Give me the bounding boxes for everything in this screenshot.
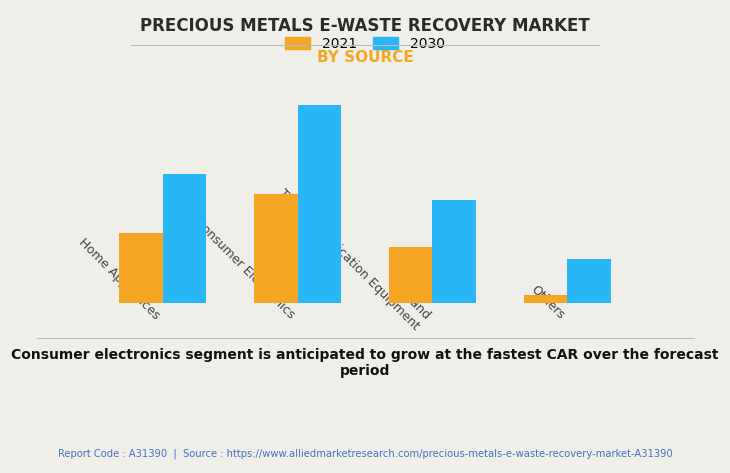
- Bar: [254, 194, 298, 303]
- Bar: [432, 200, 476, 303]
- Bar: [298, 105, 341, 303]
- Bar: [567, 259, 610, 303]
- Text: Consumer electronics segment is anticipated to grow at the fastest CAR over the : Consumer electronics segment is anticipa…: [11, 348, 719, 378]
- Bar: [120, 234, 163, 303]
- Text: PRECIOUS METALS E-WASTE RECOVERY MARKET: PRECIOUS METALS E-WASTE RECOVERY MARKET: [140, 17, 590, 35]
- Bar: [389, 247, 432, 303]
- Text: Report Code : A31390  |  Source : https://www.alliedmarketresearch.com/precious-: Report Code : A31390 | Source : https://…: [58, 448, 672, 459]
- Legend: 2021, 2030: 2021, 2030: [280, 31, 450, 56]
- Bar: [524, 295, 567, 303]
- Text: BY SOURCE: BY SOURCE: [317, 50, 413, 65]
- Bar: [163, 174, 206, 303]
